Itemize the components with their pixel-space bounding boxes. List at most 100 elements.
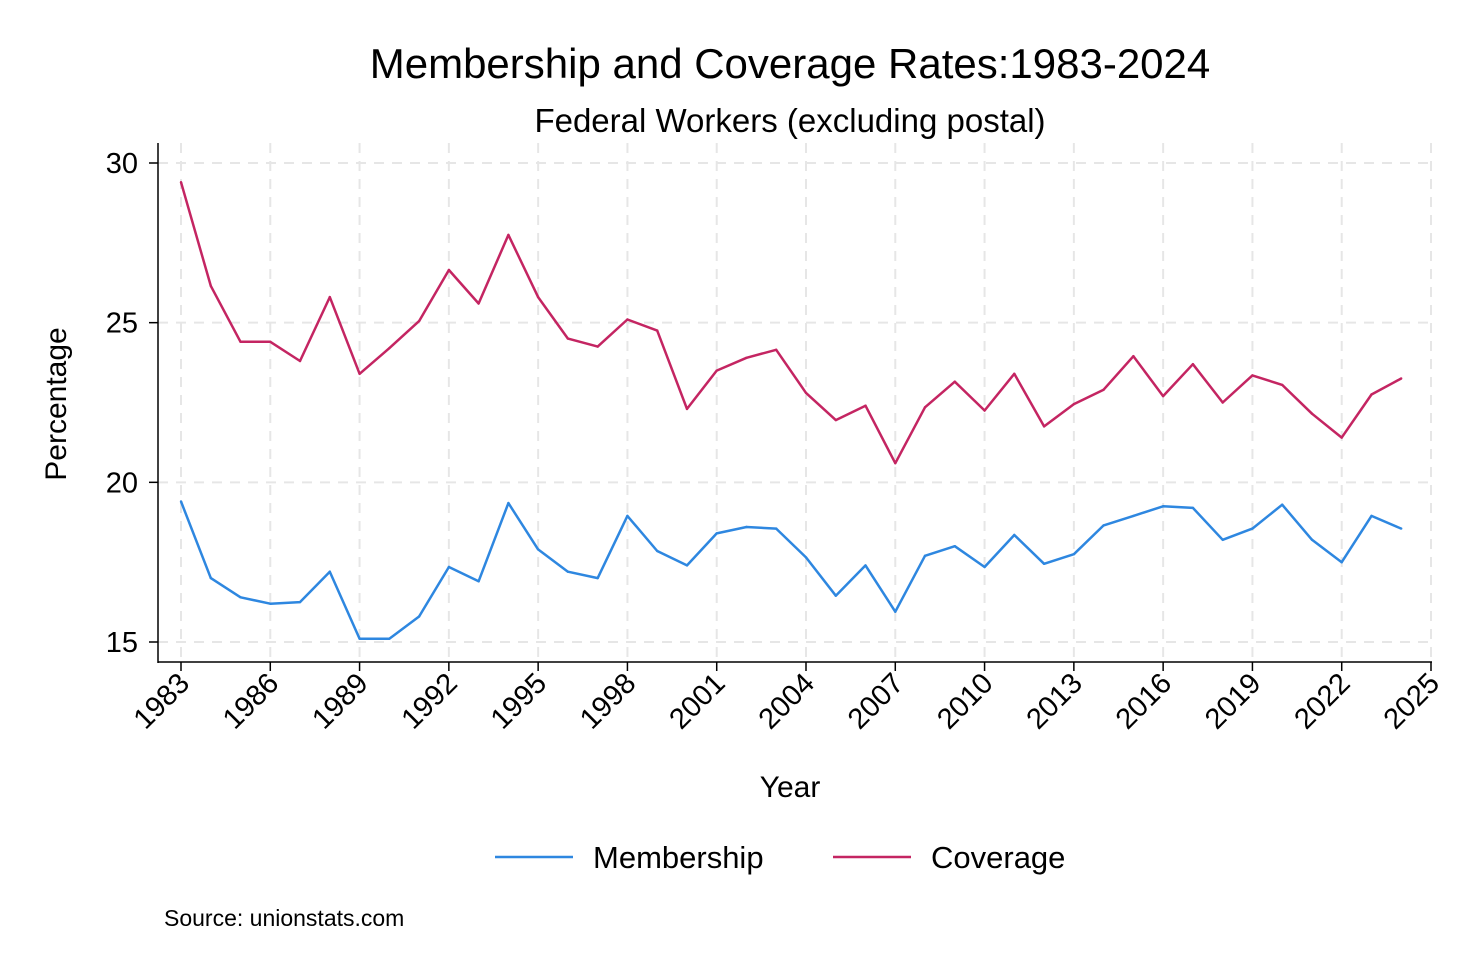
data-point-coverage	[179, 181, 183, 184]
series-line-coverage	[179, 181, 1402, 465]
data-point-coverage	[894, 462, 897, 465]
y-axis-label: Percentage	[40, 327, 73, 480]
data-point-coverage	[417, 319, 421, 323]
data-point-coverage	[388, 347, 391, 350]
data-point-membership	[1310, 538, 1314, 541]
data-point-coverage	[447, 268, 451, 272]
data-point-membership	[775, 527, 778, 530]
data-point-coverage	[656, 329, 659, 332]
data-point-coverage	[834, 418, 837, 422]
data-point-coverage	[1191, 363, 1195, 366]
legend-label-coverage: Coverage	[931, 840, 1065, 875]
data-point-membership	[536, 548, 540, 551]
data-point-membership	[269, 602, 272, 605]
y-tick-label: 30	[106, 148, 138, 180]
data-point-coverage	[1042, 425, 1046, 428]
x-tick-label: 1998	[574, 667, 642, 735]
data-point-membership	[477, 580, 480, 583]
data-point-coverage	[596, 345, 599, 348]
x-tick-label: 2001	[663, 667, 731, 735]
data-point-membership	[1221, 538, 1224, 541]
data-point-coverage	[1221, 401, 1224, 404]
data-point-membership	[1191, 506, 1195, 510]
data-point-coverage	[1400, 377, 1403, 380]
data-point-coverage	[1310, 412, 1314, 415]
data-point-membership	[1042, 562, 1046, 565]
data-point-membership	[1013, 533, 1016, 537]
x-tick-label: 2004	[753, 667, 821, 735]
data-point-coverage	[1132, 355, 1135, 358]
chart-title: Membership and Coverage Rates:1983-2024	[370, 40, 1211, 87]
data-point-membership	[923, 554, 927, 557]
data-point-membership	[209, 576, 212, 580]
x-tick-label: 2022	[1288, 667, 1356, 735]
data-point-coverage	[358, 372, 361, 375]
data-point-membership	[566, 570, 570, 573]
chart-subtitle: Federal Workers (excluding postal)	[534, 102, 1045, 139]
x-tick-label: 2025	[1378, 667, 1446, 735]
data-point-membership	[417, 615, 421, 618]
data-point-coverage	[269, 340, 272, 343]
data-point-coverage	[507, 233, 510, 237]
data-point-membership	[804, 556, 808, 559]
data-point-coverage	[1251, 374, 1254, 377]
data-point-coverage	[1340, 436, 1343, 439]
data-point-coverage	[864, 404, 867, 407]
data-point-membership	[715, 532, 718, 535]
data-point-coverage	[566, 337, 570, 340]
data-point-membership	[1132, 514, 1135, 518]
x-tick-label: 1995	[485, 667, 553, 735]
data-point-membership	[1102, 524, 1105, 527]
data-point-membership	[298, 600, 302, 604]
data-point-coverage	[923, 406, 927, 409]
data-point-membership	[1370, 514, 1373, 518]
data-point-coverage	[298, 359, 302, 363]
source-note: Source: unionstats.com	[164, 905, 404, 931]
x-tick-label: 1983	[128, 667, 196, 735]
data-point-membership	[685, 564, 689, 567]
y-tick-label: 25	[106, 308, 138, 340]
x-tick-label: 1992	[396, 667, 464, 735]
data-point-membership	[239, 596, 242, 599]
data-point-membership	[626, 514, 629, 518]
y-tick-label: 15	[106, 627, 138, 659]
data-point-coverage	[953, 380, 956, 383]
data-point-membership	[358, 637, 361, 640]
data-point-coverage	[1281, 383, 1284, 387]
data-point-membership	[834, 594, 837, 597]
data-point-coverage	[804, 391, 808, 395]
data-point-coverage	[626, 318, 629, 321]
series-lines	[179, 181, 1403, 641]
x-tick-label: 2019	[1199, 667, 1267, 735]
x-tick-label: 2007	[842, 667, 910, 735]
x-tick-label: 2016	[1110, 667, 1178, 735]
data-point-coverage	[477, 302, 480, 305]
data-point-coverage	[328, 295, 331, 299]
data-point-coverage	[1072, 402, 1076, 406]
data-point-membership	[864, 564, 867, 567]
data-point-membership	[388, 637, 391, 640]
legend-label-membership: Membership	[593, 840, 764, 875]
grid-lines	[158, 143, 1432, 662]
data-point-membership	[1281, 503, 1284, 506]
data-point-membership	[1340, 561, 1343, 564]
legend: Membership Coverage	[495, 840, 1065, 875]
x-axis-label: Year	[760, 771, 821, 804]
data-point-membership	[328, 570, 331, 573]
data-point-membership	[983, 565, 986, 569]
series-line-membership	[179, 501, 1402, 641]
data-point-membership	[953, 545, 956, 548]
x-tick-label: 1989	[306, 667, 374, 735]
data-point-membership	[656, 549, 659, 553]
data-point-coverage	[239, 340, 242, 343]
data-point-coverage	[775, 348, 778, 351]
data-point-membership	[1251, 527, 1254, 530]
data-point-coverage	[1161, 394, 1165, 398]
y-tick-label: 20	[106, 467, 138, 499]
data-point-coverage	[1013, 372, 1016, 375]
data-point-membership	[1072, 553, 1076, 556]
data-point-coverage	[209, 284, 212, 288]
data-point-coverage	[536, 295, 540, 299]
